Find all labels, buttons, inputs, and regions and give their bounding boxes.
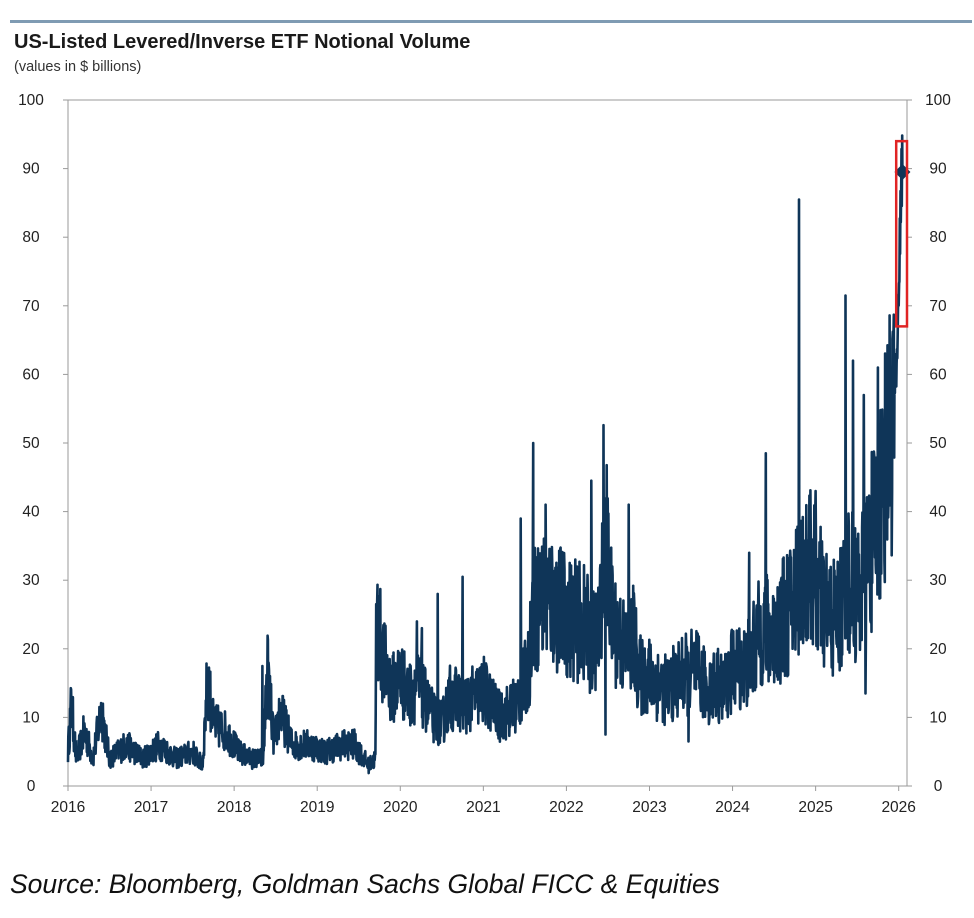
- x-tick-label: 2019: [300, 799, 334, 816]
- y-tick-label-left: 80: [22, 229, 40, 246]
- x-tick-label: 2024: [715, 799, 750, 816]
- y-tick-label-right: 50: [929, 435, 947, 452]
- x-tick-label: 2023: [632, 799, 666, 816]
- x-tick-label: 2022: [549, 799, 583, 816]
- y-tick-label-left: 50: [22, 435, 40, 452]
- y-tick-label-right: 100: [925, 92, 951, 109]
- x-tick-label: 2017: [134, 799, 168, 816]
- chart-subtitle: (values in $ billions): [14, 59, 142, 75]
- y-tick-label-left: 30: [22, 572, 40, 589]
- y-tick-label-right: 90: [929, 161, 947, 178]
- y-tick-label-right: 0: [934, 778, 943, 795]
- y-tick-label-left: 20: [22, 641, 40, 658]
- x-tick-label: 2021: [466, 799, 500, 816]
- y-tick-label-left: 10: [22, 709, 40, 726]
- volume-series-line: [66, 134, 904, 775]
- y-tick-label-left: 90: [22, 161, 40, 178]
- y-tick-label-right: 70: [929, 298, 947, 315]
- y-tick-label-left: 60: [22, 366, 40, 383]
- x-tick-label: 2020: [383, 799, 418, 816]
- source-note: Source: Bloomberg, Goldman Sachs Global …: [10, 869, 720, 899]
- y-tick-label-right: 60: [929, 366, 947, 383]
- highlight-box: [894, 139, 909, 328]
- x-tick-label: 2025: [798, 799, 832, 816]
- chart-title: US-Listed Levered/Inverse ETF Notional V…: [14, 31, 471, 53]
- top-rule: [10, 20, 972, 23]
- y-tick-label-left: 0: [27, 778, 36, 795]
- y-tick-label-left: 100: [18, 92, 44, 109]
- y-tick-label-right: 10: [929, 709, 947, 726]
- x-tick-label: 2018: [217, 799, 251, 816]
- y-tick-label-left: 40: [22, 504, 40, 521]
- x-tick-label: 2016: [51, 799, 85, 816]
- y-tick-label-right: 20: [929, 641, 947, 658]
- y-tick-label-right: 80: [929, 229, 947, 246]
- x-tick-label: 2026: [881, 799, 915, 816]
- y-tick-label-right: 40: [929, 504, 947, 521]
- y-tick-label-left: 70: [22, 298, 40, 315]
- y-tick-label-right: 30: [929, 572, 947, 589]
